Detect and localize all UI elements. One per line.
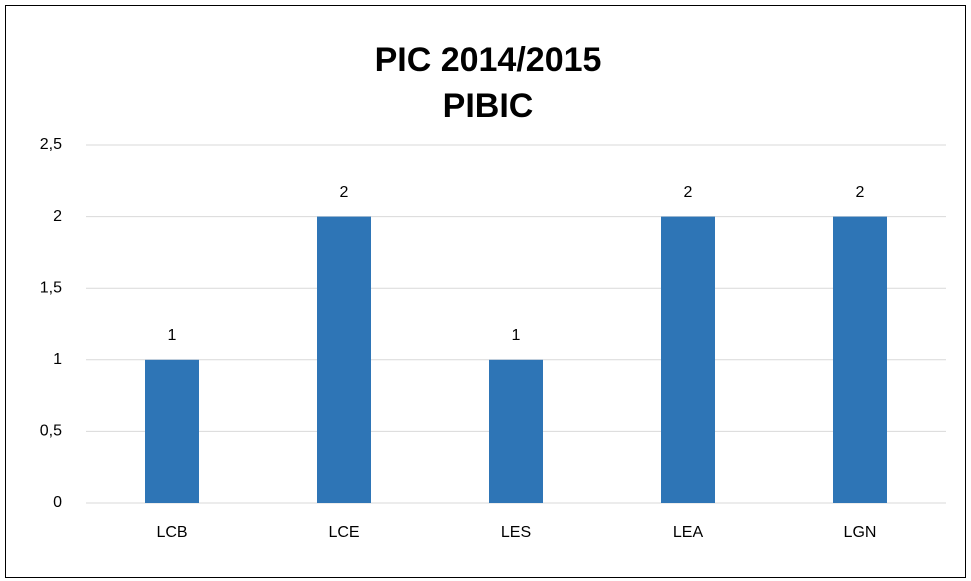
data-label: 2 (856, 184, 865, 201)
y-tick-label: 1 (53, 351, 62, 368)
data-label: 1 (168, 327, 177, 344)
bar (661, 216, 715, 503)
y-tick-label: 2 (53, 208, 62, 225)
bar (317, 216, 371, 503)
data-label: 1 (512, 327, 521, 344)
y-tick-label: 2,5 (40, 136, 62, 153)
x-tick-label: LCB (156, 524, 187, 541)
y-tick-label: 0,5 (40, 423, 62, 440)
x-tick-label: LCE (328, 524, 359, 541)
data-label: 2 (684, 184, 693, 201)
y-tick-label: 0 (53, 494, 62, 511)
y-tick-label: 1,5 (40, 279, 62, 296)
bar (145, 359, 199, 503)
x-tick-label: LES (501, 524, 531, 541)
bar (833, 216, 887, 503)
x-tick-label: LGN (844, 524, 877, 541)
data-label: 2 (340, 184, 349, 201)
chart-title: PIC 2014/2015 (375, 41, 602, 79)
bar (489, 359, 543, 503)
x-tick-label: LEA (673, 524, 704, 541)
chart-subtitle: PIBIC (443, 87, 534, 125)
